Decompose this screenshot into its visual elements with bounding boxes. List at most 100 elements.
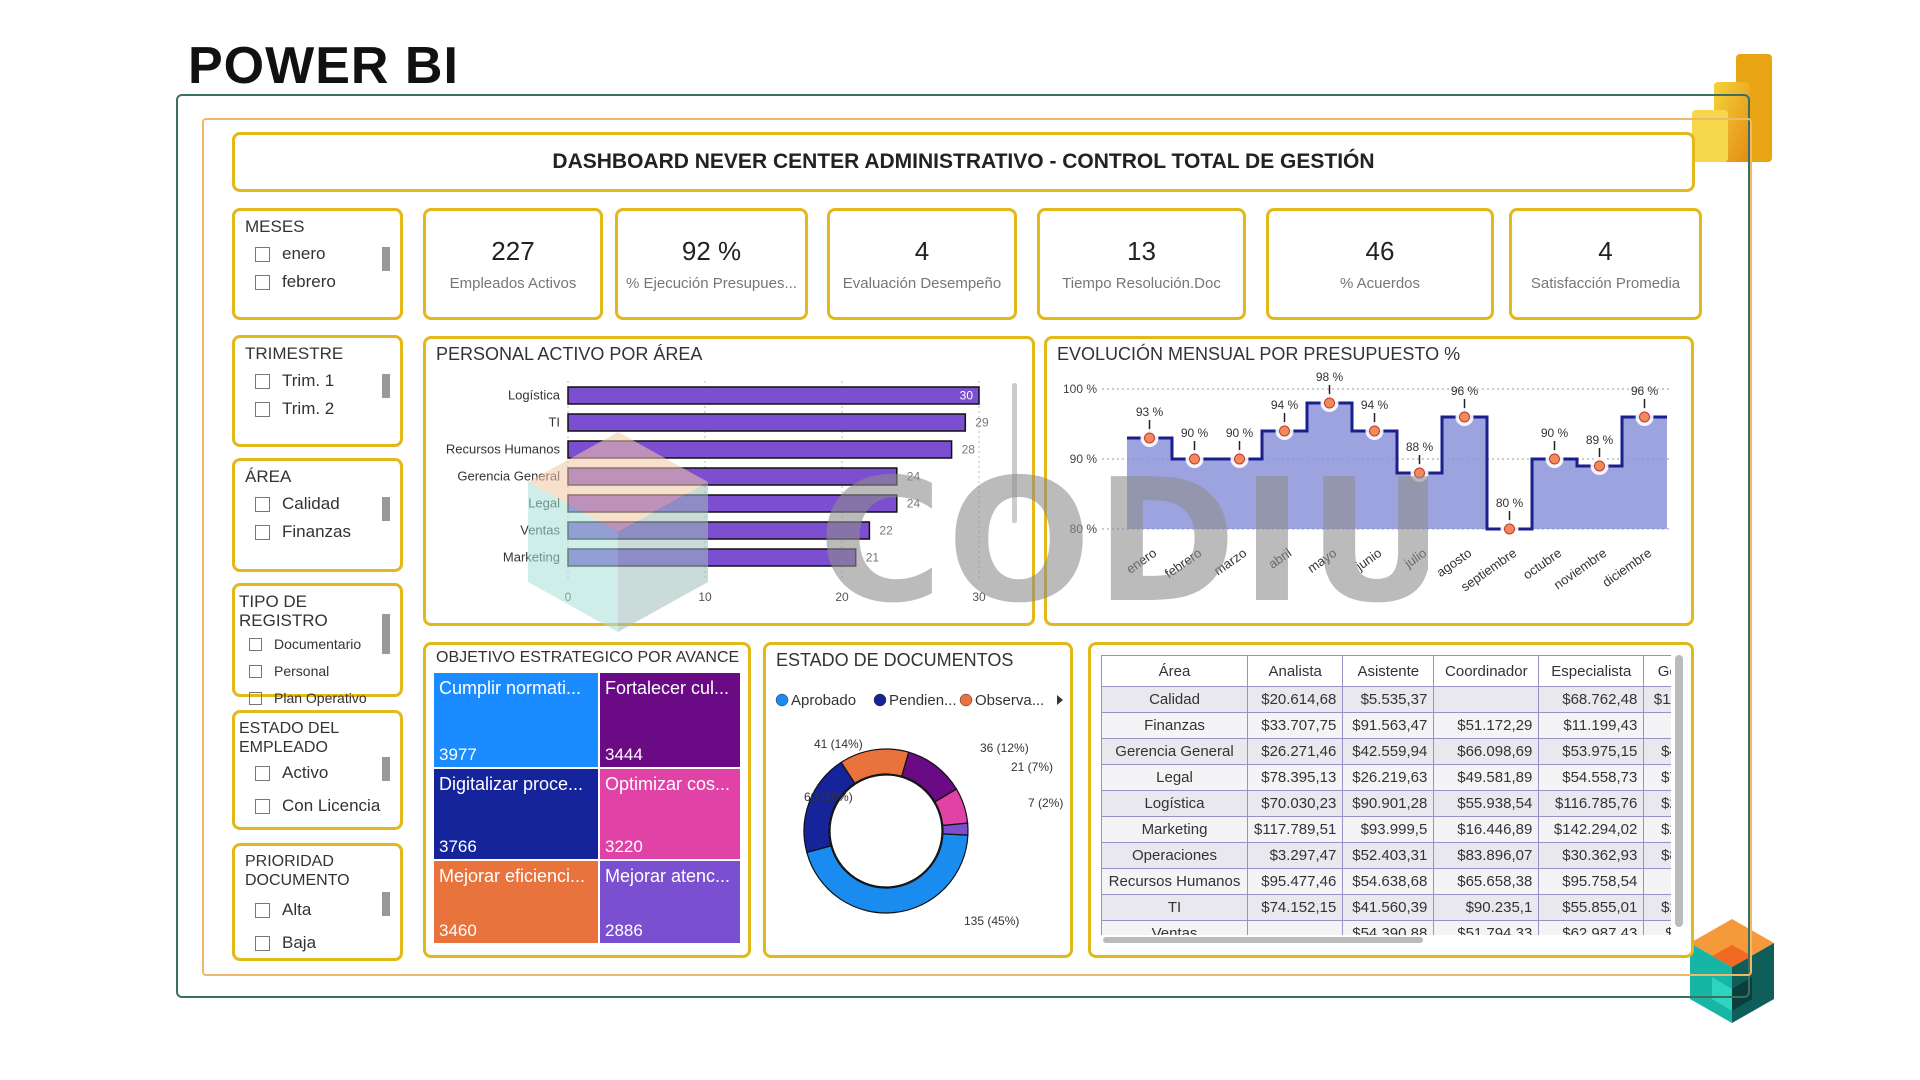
slicer-option-finanzas[interactable]: Finanzas (255, 522, 400, 542)
checkbox[interactable] (255, 902, 270, 918)
slicer-scrollbar[interactable] (382, 374, 390, 398)
legend-label: Pendien... (889, 692, 957, 709)
table-row[interactable]: Ventas $54.390,88$51.794,33$62.987,43$51 (1101, 920, 1671, 935)
table-row[interactable]: Operaciones $3.297,47 $52.403,31 $83.896,07… (1101, 842, 1671, 869)
treemap-card[interactable]: OBJETIVO ESTRATEGICO POR AVANCE Cumplir … (423, 642, 751, 958)
tile-value: 3220 (605, 837, 643, 856)
option-label: Documentario (274, 636, 362, 652)
slicer-option-trim2[interactable]: Trim. 2 (255, 399, 400, 419)
slicer-option-alta[interactable]: Alta (255, 900, 400, 920)
slicer-option-calidad[interactable]: Calidad (255, 494, 400, 514)
value-cell: $52.403,31 (1342, 842, 1435, 869)
slicer-scrollbar[interactable] (382, 497, 390, 521)
value-cell: $65.658,38 (1433, 868, 1540, 895)
column-header[interactable]: Asistente (1342, 655, 1435, 687)
slicer-option-baja[interactable]: Baja (255, 933, 400, 953)
line-chart-card[interactable]: EVOLUCIÓN MENSUAL POR PRESUPUESTO % 100 … (1044, 336, 1694, 626)
tile-label: Digitalizar proce... (439, 774, 584, 794)
kpi-card-tiempo[interactable]: 13 Tiempo Resolución.Doc (1037, 208, 1246, 320)
checkbox[interactable] (255, 798, 270, 814)
table-row[interactable]: Recursos Humanos $95.477,46 $54.638,68 $65.… (1101, 868, 1671, 895)
data-label: 94 % (1271, 398, 1299, 412)
slicer-option-febrero[interactable]: febrero (255, 272, 400, 292)
table-row[interactable]: Marketing $117.789,51 $93.999,5 $16.446,89 $… (1101, 816, 1671, 843)
value-cell: $90.901,28 (1342, 790, 1435, 817)
kpi-label: % Acuerdos (1339, 275, 1421, 292)
slicer-option-plan-operativo[interactable]: Plan Operativo (249, 690, 400, 706)
kpi-card-evaluacion[interactable]: 4 Evaluación Desempeño (827, 208, 1017, 320)
slicer-option-enero[interactable]: enero (255, 244, 400, 264)
row-header-cell: Operaciones (1101, 842, 1248, 869)
column-header[interactable]: Ger (1643, 655, 1671, 687)
value-cell: $54.390,88 (1342, 920, 1435, 935)
treemap-tile[interactable]: Fortalecer cul... 3444 (600, 673, 740, 767)
table-row[interactable]: Finanzas $33.707,75 $91.563,47 $51.172,29 $1… (1101, 712, 1671, 739)
checkbox[interactable] (255, 246, 270, 262)
data-label: 24 (907, 470, 921, 484)
column-header[interactable]: Coordinador (1433, 655, 1540, 687)
table-row[interactable]: Legal $78.395,13 $26.219,63 $49.581,89 $54.5… (1101, 764, 1671, 791)
data-label: 89 % (1586, 433, 1614, 447)
checkbox[interactable] (249, 637, 262, 651)
value-cell: $117.789,51 (1246, 816, 1344, 843)
table-row[interactable]: Logística $70.030,23 $90.901,28 $55.938,54 $… (1101, 790, 1671, 817)
checkbox[interactable] (255, 496, 270, 512)
slice-label: 21 (7%) (1011, 760, 1053, 774)
checkbox[interactable] (255, 401, 270, 417)
codium-watermark: CODIUM (528, 432, 1428, 641)
donut-slice (942, 822, 969, 836)
checkbox[interactable] (255, 765, 270, 781)
donut-card[interactable]: ESTADO DE DOCUMENTOS Aprobado Pendien... O… (763, 642, 1073, 958)
slicer-meses: MESES enero febrero (232, 208, 403, 320)
row-header-cell: Logística (1101, 790, 1248, 817)
slicer-option-personal[interactable]: Personal (249, 663, 400, 679)
checkbox[interactable] (249, 691, 262, 705)
legend-label: Observa... (975, 692, 1044, 709)
slicer-scrollbar[interactable] (382, 614, 390, 654)
slicer-scrollbar[interactable] (382, 247, 390, 271)
table-row[interactable]: TI $74.152,15 $41.560,39 $90.235,1 $55.855,0… (1101, 894, 1671, 921)
treemap-tile[interactable]: Cumplir normati... 3977 (434, 673, 598, 767)
treemap-tile[interactable]: Digitalizar proce... 3766 (434, 769, 598, 859)
matrix-vertical-scrollbar[interactable] (1675, 655, 1683, 927)
column-header[interactable]: Área (1101, 655, 1248, 687)
slicer-option-documentario[interactable]: Documentario (249, 636, 400, 652)
slicer-scrollbar[interactable] (382, 892, 390, 916)
value-cell: $90.235,1 (1433, 894, 1540, 921)
row-header-cell: Recursos Humanos (1101, 868, 1248, 895)
column-header[interactable]: Analista (1246, 655, 1344, 687)
checkbox[interactable] (255, 274, 270, 290)
data-label: 22 (879, 524, 893, 538)
value-cell: $55.938,54 (1433, 790, 1540, 817)
matrix-horizontal-scrollbar[interactable] (1103, 937, 1423, 943)
kpi-value: 4 (914, 236, 930, 266)
power-bi-logo (1692, 54, 1772, 162)
slicer-option-trim1[interactable]: Trim. 1 (255, 371, 400, 391)
slicer-option-activo[interactable]: Activo (255, 763, 400, 783)
slice-label: 135 (45%) (964, 914, 1019, 928)
checkbox[interactable] (255, 524, 270, 540)
category-label: Recursos Humanos (446, 442, 561, 457)
data-point (1369, 425, 1380, 437)
checkbox[interactable] (249, 664, 262, 678)
column-header[interactable]: Especialista (1538, 655, 1645, 687)
kpi-card-empleados[interactable]: 227 Empleados Activos (423, 208, 603, 320)
treemap-tile[interactable]: Mejorar atenc... 2886 (600, 861, 740, 943)
table-row[interactable]: Calidad$20.614,68$5.535,37 $68.762,48$114… (1101, 686, 1671, 713)
value-cell: $11.199,43 (1538, 712, 1645, 739)
value-cell: $66.098,69 (1433, 738, 1540, 765)
slicer-tipo-registro: TIPO DE REGISTRO Documentario Personal P… (232, 583, 403, 706)
slicer-option-con-licencia[interactable]: Con Licencia (255, 796, 400, 816)
treemap-tile[interactable]: Optimizar cos... 3220 (600, 769, 740, 859)
kpi-card-ejecucion[interactable]: 92 % % Ejecución Presupues... (615, 208, 808, 320)
value-cell: $77. (1643, 764, 1671, 791)
checkbox[interactable] (255, 373, 270, 389)
matrix-card[interactable]: Área Analista Asistente Coordinador Especial… (1088, 642, 1694, 958)
kpi-card-acuerdos[interactable]: 46 % Acuerdos (1266, 208, 1494, 320)
kpi-card-satisfaccion[interactable]: 4 Satisfacción Promedia (1509, 208, 1702, 320)
slicer-scrollbar[interactable] (382, 757, 390, 781)
treemap-tile[interactable]: Mejorar eficienci... 3460 (434, 861, 598, 943)
table-row[interactable]: Gerencia General $26.271,46 $42.559,94 $66.… (1101, 738, 1671, 765)
checkbox[interactable] (255, 935, 270, 951)
